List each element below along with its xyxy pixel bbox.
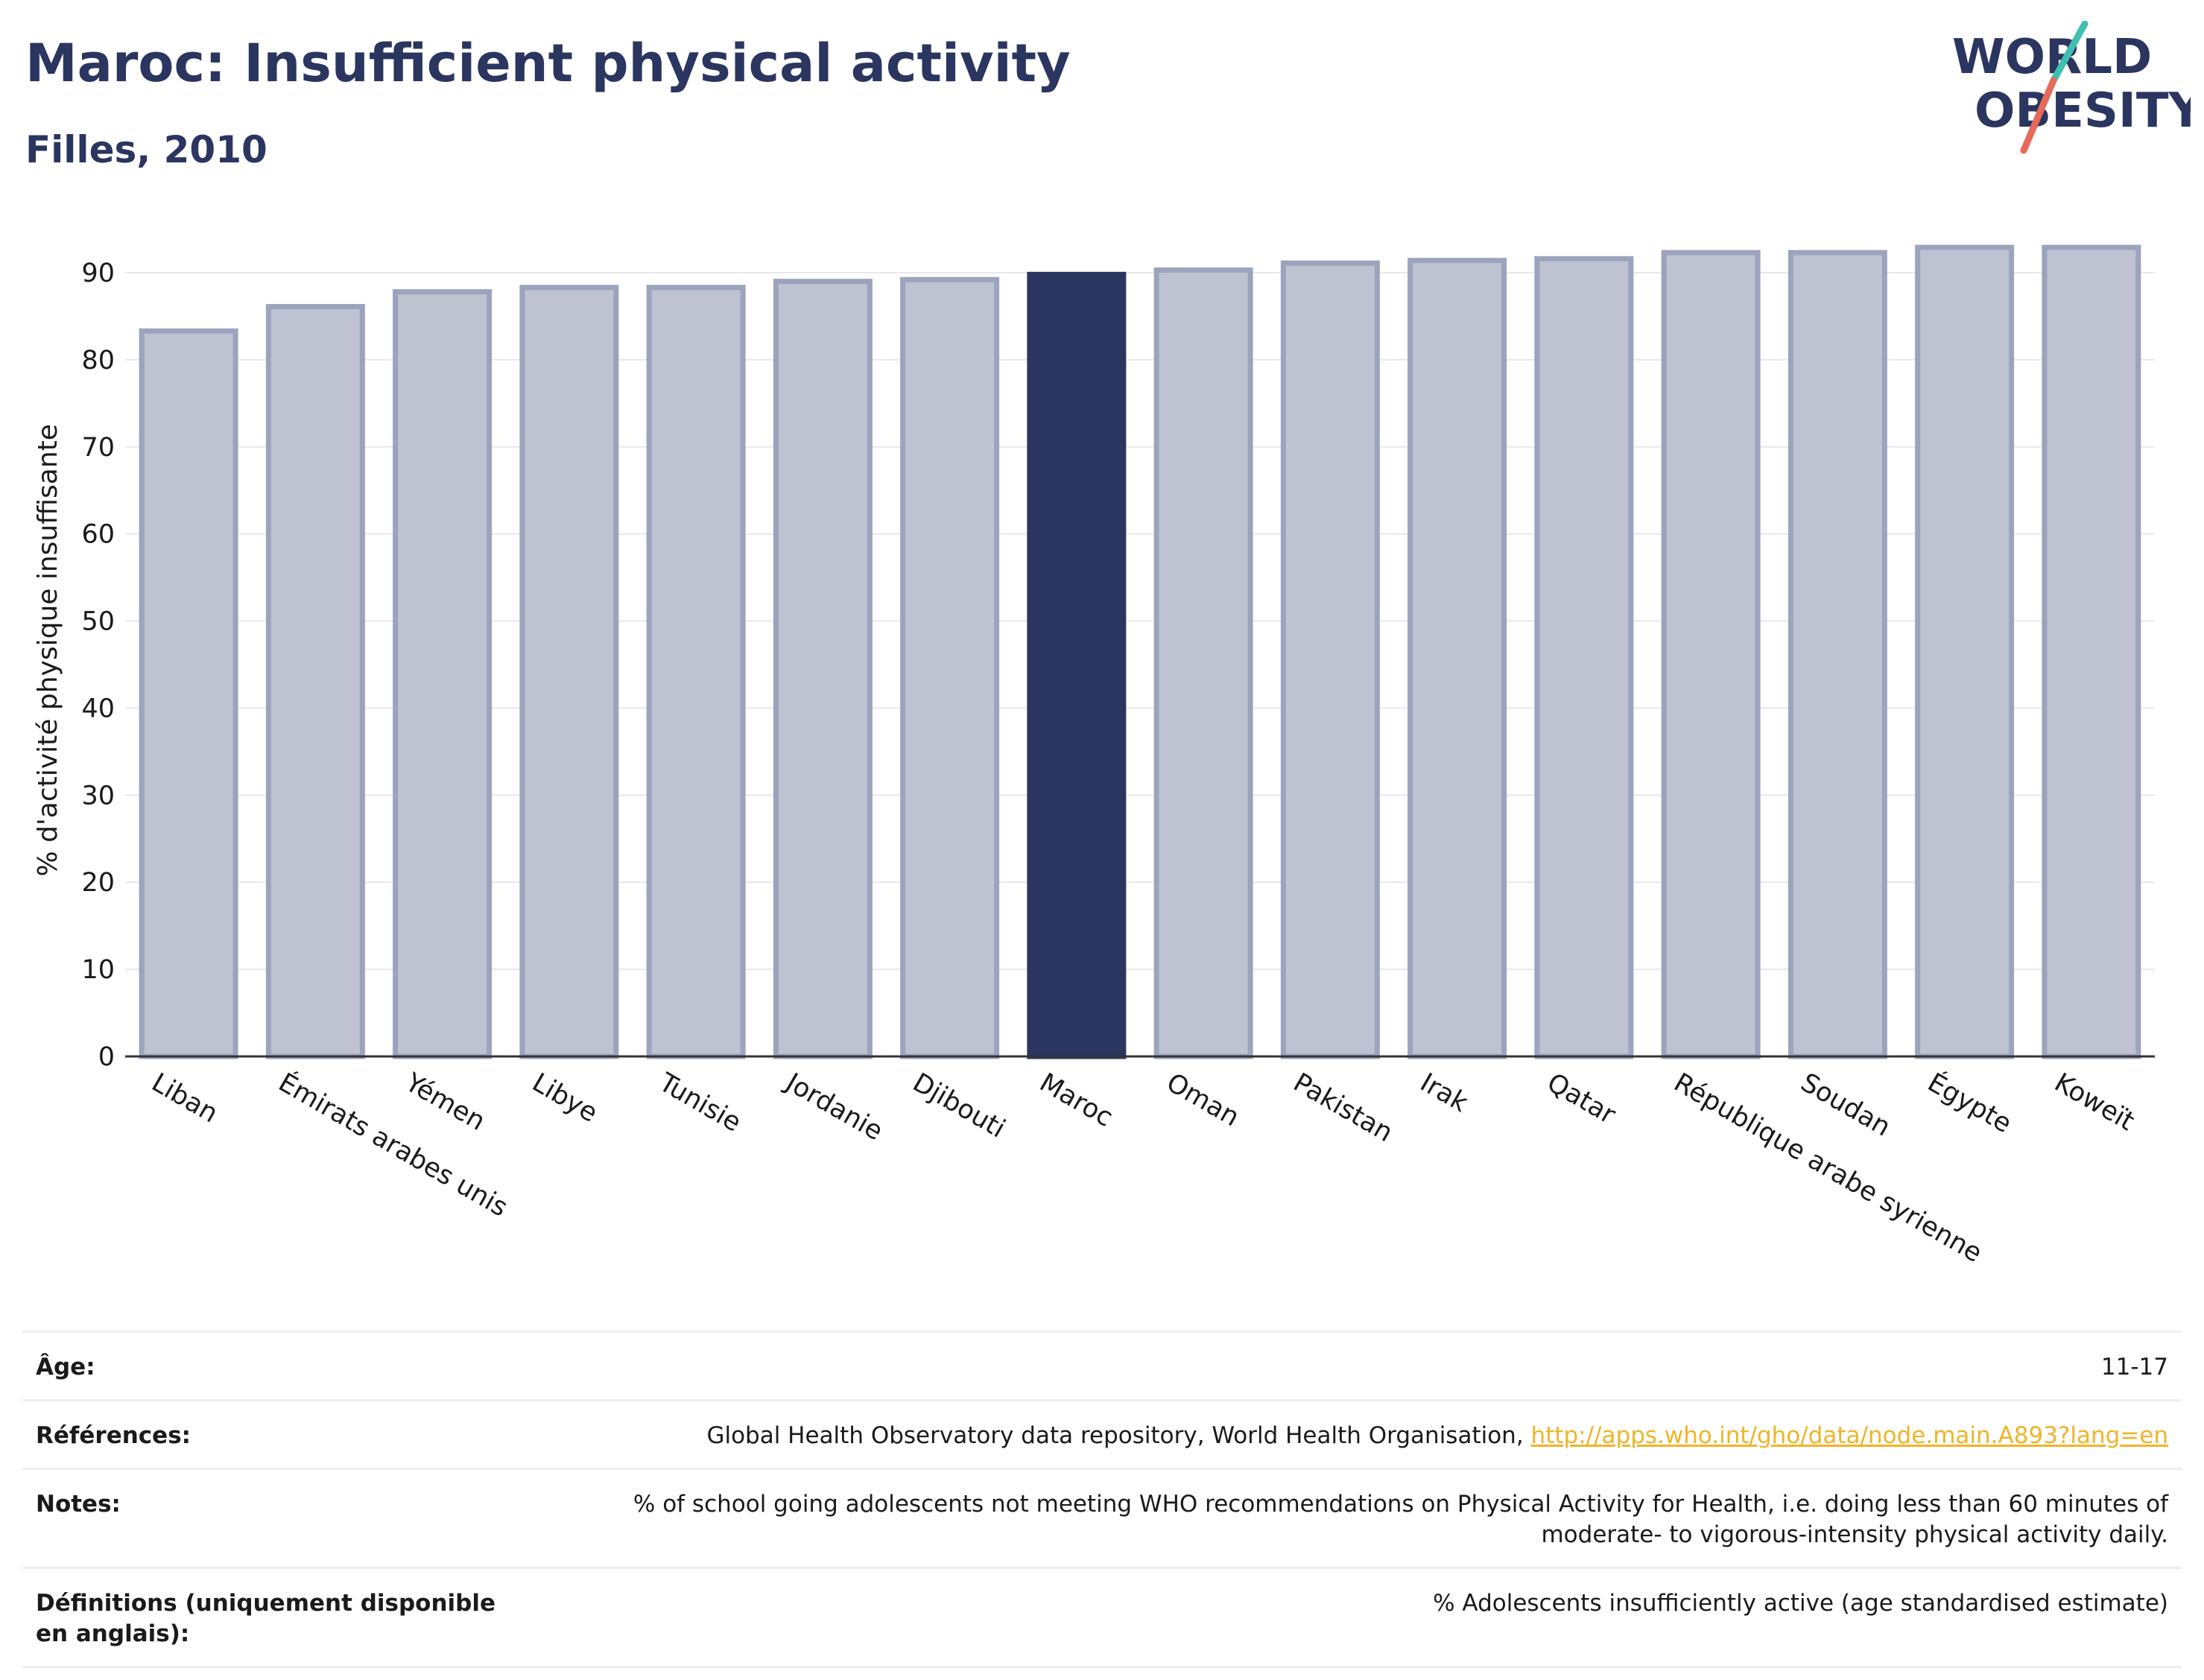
chart-subtitle: Filles, 2010 <box>25 128 267 171</box>
bar <box>265 304 365 1059</box>
y-tick-label: 10 <box>81 955 115 985</box>
meta-value: Global Health Observatory data repositor… <box>541 1399 2182 1470</box>
meta-value: 11-17 <box>541 1331 2182 1401</box>
bar-chart: 0 10 20 30 40 50 60 70 80 90 % d'activité physique… <box>33 244 2155 1269</box>
x-tick-label: Koweït <box>2049 1068 2139 1137</box>
y-tick-label: 0 <box>98 1042 115 1072</box>
bar <box>519 285 619 1059</box>
bar <box>139 328 238 1059</box>
bar <box>1787 250 1887 1059</box>
meta-row-references: Références: Global Health Observatory da… <box>22 1399 2182 1470</box>
meta-label: Âge: <box>22 1331 541 1401</box>
y-tick-label: 40 <box>81 694 115 723</box>
y-tick-label: 70 <box>81 433 115 463</box>
bar <box>646 285 746 1059</box>
y-tick-label: 20 <box>81 868 115 898</box>
x-tick-label: Irak <box>1415 1068 1473 1118</box>
logo-line1: WORLD <box>1952 30 2152 85</box>
bar <box>1661 250 1761 1059</box>
bar <box>1280 260 1380 1059</box>
bar <box>393 289 493 1059</box>
world-obesity-logo: WORLD OBESITY <box>1952 21 2191 154</box>
bar <box>1407 258 1507 1059</box>
y-tick-label: 90 <box>81 259 115 288</box>
x-tick-label: Oman <box>1162 1068 1244 1132</box>
y-tick-label: 50 <box>81 607 115 637</box>
meta-value: % of school going adolescents not meetin… <box>541 1468 2182 1569</box>
logo-slash-coral <box>2020 77 2057 154</box>
reference-text: Global Health Observatory data repositor… <box>706 1422 1531 1449</box>
meta-label: Définitions (uniquement disponible en an… <box>22 1567 541 1668</box>
bar <box>1153 267 1253 1059</box>
x-tick-label: Émirats arabes unis <box>273 1066 513 1223</box>
bar <box>1915 244 2015 1059</box>
bar-highlight <box>1027 271 1127 1059</box>
bar <box>900 276 1000 1059</box>
meta-row-notes: Notes: % of school going adolescents not… <box>22 1468 2182 1569</box>
x-tick-label: Pakistan <box>1288 1068 1398 1148</box>
x-tick-label: Yémen <box>399 1068 490 1137</box>
x-tick-label: Égypte <box>1922 1066 2017 1139</box>
y-tick-label: 80 <box>81 346 115 375</box>
x-tick-label: Libye <box>527 1068 602 1128</box>
x-tick-label: Djibouti <box>908 1068 1010 1144</box>
bar <box>773 279 873 1059</box>
y-tick-label: 60 <box>81 520 115 550</box>
meta-label: Notes: <box>22 1468 541 1569</box>
x-tick-label: Soudan <box>1796 1068 1896 1142</box>
meta-row-definitions: Définitions (uniquement disponible en an… <box>22 1567 2182 1668</box>
meta-value: % Adolescents insufficiently active (age… <box>541 1567 2182 1668</box>
x-tick-label: Qatar <box>1542 1068 1621 1130</box>
x-tick-label: Liban <box>147 1068 223 1129</box>
chart-title: Maroc: Insufficient physical activity <box>25 33 1071 94</box>
meta-label: Références: <box>22 1399 541 1470</box>
y-tick-label: 30 <box>81 781 115 811</box>
x-tick-label: Maroc <box>1034 1068 1118 1133</box>
bar <box>1534 256 1634 1059</box>
x-tick-label: Tunisie <box>653 1068 746 1138</box>
reference-link[interactable]: http://apps.who.int/gho/data/node.main.A… <box>1530 1422 2168 1449</box>
logo-slash-teal <box>2050 21 2089 84</box>
meta-row-age: Âge: 11-17 <box>22 1331 2182 1401</box>
bar <box>2042 244 2141 1059</box>
metadata-table: Âge: 11-17 Références: Global Health Obs… <box>22 1331 2182 1668</box>
x-tick-label: Jordanie <box>779 1067 887 1147</box>
logo-line2: OBESITY <box>1975 83 2191 139</box>
y-axis-label: % d'activité physique insuffisante <box>33 424 63 876</box>
